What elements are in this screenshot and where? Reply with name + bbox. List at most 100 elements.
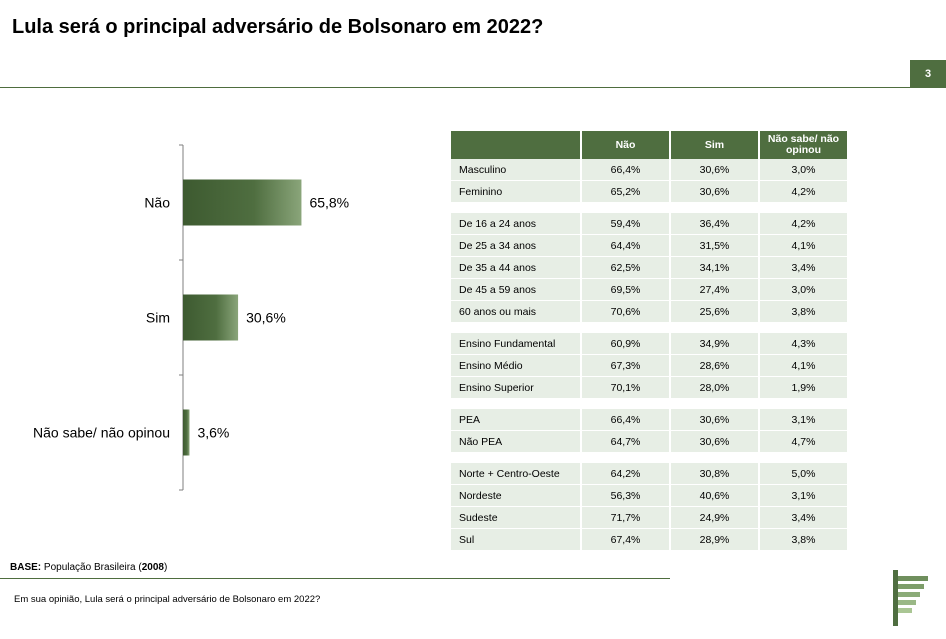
table-cell: 69,5% [580, 279, 669, 301]
bar-1 [183, 294, 239, 341]
spacer-cell [669, 203, 758, 213]
table-row: Ensino Superior 70,1% 28,0% 1,9% [451, 377, 847, 399]
table-cell: 31,5% [669, 235, 758, 257]
row-label: 60 anos ou mais [451, 301, 580, 323]
row-label: De 25 a 34 anos [451, 235, 580, 257]
bar-2 [183, 409, 190, 456]
table-header-sim: Sim [669, 131, 758, 159]
group-spacer [451, 453, 847, 463]
brand-logo-icon [893, 570, 928, 626]
table-cell: 59,4% [580, 213, 669, 235]
table-row: De 25 a 34 anos 64,4% 31,5% 4,1% [451, 235, 847, 257]
header-divider [0, 87, 910, 88]
table-cell: 4,1% [758, 355, 847, 377]
table-cell: 3,8% [758, 301, 847, 323]
row-label: Nordeste [451, 485, 580, 507]
row-label: Sudeste [451, 507, 580, 529]
table-cell: 5,0% [758, 463, 847, 485]
group-spacer [451, 323, 847, 333]
row-label: De 35 a 44 anos [451, 257, 580, 279]
table-row: 60 anos ou mais 70,6% 25,6% 3,8% [451, 301, 847, 323]
spacer-cell [758, 453, 847, 463]
table-cell: 70,6% [580, 301, 669, 323]
table-cell: 28,0% [669, 377, 758, 399]
category-label: Sim [146, 310, 170, 326]
spacer-cell [451, 399, 580, 409]
row-label: Masculino [451, 159, 580, 181]
table-cell: 4,3% [758, 333, 847, 355]
table-row: Sudeste 71,7% 24,9% 3,4% [451, 507, 847, 529]
table-cell: 66,4% [580, 409, 669, 431]
row-label: De 45 a 59 anos [451, 279, 580, 301]
table-cell: 67,3% [580, 355, 669, 377]
crosstab-table: Não Sim Não sabe/ não opinou Masculino 66… [451, 131, 847, 551]
page-number-badge: 3 [910, 60, 946, 88]
table-row: PEA 66,4% 30,6% 3,1% [451, 409, 847, 431]
bar-chart: Não 65,8% Sim 30,6% Não sabe/ não opinou 3,6% [33, 144, 349, 491]
table-cell: 64,4% [580, 235, 669, 257]
table-cell: 3,4% [758, 507, 847, 529]
spacer-cell [758, 203, 847, 213]
row-label: PEA [451, 409, 580, 431]
table-cell: 62,5% [580, 257, 669, 279]
row-label: Norte + Centro-Oeste [451, 463, 580, 485]
table-row: De 16 a 24 anos 59,4% 36,4% 4,2% [451, 213, 847, 235]
table-cell: 34,9% [669, 333, 758, 355]
table-cell: 65,2% [580, 181, 669, 203]
data-label: 3,6% [197, 425, 229, 441]
table-cell: 34,1% [669, 257, 758, 279]
table-cell: 30,6% [669, 181, 758, 203]
table-row: Norte + Centro-Oeste 64,2% 30,8% 5,0% [451, 463, 847, 485]
spacer-cell [451, 453, 580, 463]
table-cell: 3,4% [758, 257, 847, 279]
table-cell: 70,1% [580, 377, 669, 399]
table-header-nao: Não [580, 131, 669, 159]
table-cell: 25,6% [669, 301, 758, 323]
table-header-nao-sabe: Não sabe/ não opinou [758, 131, 847, 159]
table-row: De 45 a 59 anos 69,5% 27,4% 3,0% [451, 279, 847, 301]
table-row: Masculino 66,4% 30,6% 3,0% [451, 159, 847, 181]
spacer-cell [669, 323, 758, 333]
table-cell: 60,9% [580, 333, 669, 355]
base-text: População Brasileira ( [41, 562, 142, 573]
survey-question: Em sua opinião, Lula será o principal ad… [14, 594, 321, 605]
data-label: 30,6% [246, 310, 286, 326]
table-row: Feminino 65,2% 30,6% 4,2% [451, 181, 847, 203]
table-cell: 3,0% [758, 159, 847, 181]
row-label: Não PEA [451, 431, 580, 453]
data-label: 65,8% [309, 195, 349, 211]
group-spacer [451, 203, 847, 213]
row-label: Ensino Superior [451, 377, 580, 399]
table-cell: 64,7% [580, 431, 669, 453]
table-row: Nordeste 56,3% 40,6% 3,1% [451, 485, 847, 507]
table-row: Ensino Médio 67,3% 28,6% 4,1% [451, 355, 847, 377]
table-cell: 4,2% [758, 213, 847, 235]
group-spacer [451, 399, 847, 409]
table-cell: 36,4% [669, 213, 758, 235]
table-cell: 4,7% [758, 431, 847, 453]
table-cell: 28,6% [669, 355, 758, 377]
page-title: Lula será o principal adversário de Bols… [12, 16, 544, 38]
table-row: De 35 a 44 anos 62,5% 34,1% 3,4% [451, 257, 847, 279]
table-cell: 71,7% [580, 507, 669, 529]
row-label: De 16 a 24 anos [451, 213, 580, 235]
table-cell: 3,1% [758, 409, 847, 431]
table-cell: 27,4% [669, 279, 758, 301]
base-close: ) [163, 562, 168, 573]
row-label: Sul [451, 529, 580, 551]
table-row: Sul 67,4% 28,9% 3,8% [451, 529, 847, 551]
spacer-cell [580, 453, 669, 463]
table-cell: 67,4% [580, 529, 669, 551]
table-cell: 28,9% [669, 529, 758, 551]
table-cell: 40,6% [669, 485, 758, 507]
category-label: Não sabe/ não opinou [33, 425, 170, 441]
spacer-cell [669, 399, 758, 409]
table-cell: 1,9% [758, 377, 847, 399]
row-label: Ensino Fundamental [451, 333, 580, 355]
spacer-cell [580, 323, 669, 333]
table-cell: 66,4% [580, 159, 669, 181]
table-cell: 56,3% [580, 485, 669, 507]
spacer-cell [758, 323, 847, 333]
table-cell: 3,1% [758, 485, 847, 507]
table-cell: 4,1% [758, 235, 847, 257]
